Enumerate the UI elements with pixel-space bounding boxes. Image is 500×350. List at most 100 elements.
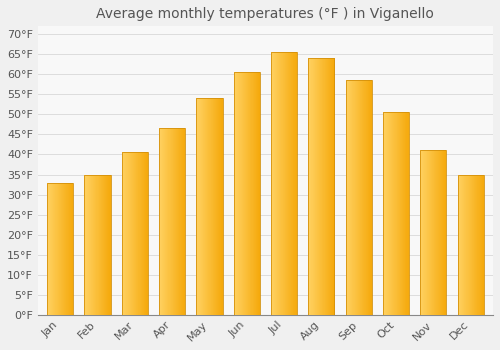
Bar: [358, 80, 359, 315]
Bar: [53, 183, 54, 315]
Bar: [143, 153, 144, 315]
Bar: [475, 175, 476, 315]
Bar: [182, 128, 183, 315]
Bar: [282, 52, 283, 315]
Title: Average monthly temperatures (°F ) in Viganello: Average monthly temperatures (°F ) in Vi…: [96, 7, 434, 21]
Bar: [147, 153, 148, 315]
Bar: [172, 128, 174, 315]
Bar: [211, 98, 212, 315]
Bar: [346, 80, 348, 315]
Bar: [57, 183, 58, 315]
Bar: [48, 183, 49, 315]
Bar: [135, 153, 136, 315]
Bar: [218, 98, 219, 315]
Bar: [389, 112, 390, 315]
Bar: [180, 128, 181, 315]
Bar: [438, 150, 439, 315]
Bar: [308, 58, 309, 315]
Bar: [104, 175, 105, 315]
Bar: [383, 112, 384, 315]
Bar: [398, 112, 399, 315]
Bar: [162, 128, 164, 315]
Bar: [244, 72, 245, 315]
Bar: [324, 58, 325, 315]
Bar: [314, 58, 315, 315]
Bar: [250, 72, 251, 315]
Bar: [166, 128, 167, 315]
Bar: [439, 150, 440, 315]
Bar: [50, 183, 51, 315]
Bar: [97, 175, 98, 315]
Bar: [403, 112, 404, 315]
Bar: [358, 80, 360, 315]
Bar: [209, 98, 210, 315]
Bar: [311, 58, 312, 315]
Bar: [108, 175, 109, 315]
Bar: [274, 52, 276, 315]
Bar: [241, 72, 242, 315]
Bar: [183, 128, 184, 315]
Bar: [283, 52, 284, 315]
Bar: [285, 52, 286, 315]
Bar: [367, 80, 368, 315]
Bar: [84, 175, 85, 315]
Bar: [159, 128, 185, 315]
Bar: [359, 80, 360, 315]
Bar: [349, 80, 350, 315]
Bar: [390, 112, 391, 315]
Bar: [59, 183, 60, 315]
Bar: [251, 72, 252, 315]
Bar: [200, 98, 201, 315]
Bar: [479, 175, 480, 315]
Bar: [203, 98, 204, 315]
Bar: [234, 72, 260, 315]
Bar: [101, 175, 102, 315]
Bar: [472, 175, 473, 315]
Bar: [60, 183, 62, 315]
Bar: [287, 52, 288, 315]
Bar: [469, 175, 470, 315]
Bar: [405, 112, 406, 315]
Bar: [482, 175, 484, 315]
Bar: [296, 52, 297, 315]
Bar: [84, 175, 110, 315]
Bar: [473, 175, 474, 315]
Bar: [275, 52, 276, 315]
Bar: [354, 80, 355, 315]
Bar: [136, 153, 137, 315]
Bar: [434, 150, 435, 315]
Bar: [292, 52, 293, 315]
Bar: [360, 80, 361, 315]
Bar: [140, 153, 141, 315]
Bar: [123, 153, 124, 315]
Bar: [100, 175, 101, 315]
Bar: [346, 80, 347, 315]
Bar: [388, 112, 390, 315]
Bar: [127, 153, 128, 315]
Bar: [393, 112, 394, 315]
Bar: [88, 175, 89, 315]
Bar: [204, 98, 205, 315]
Bar: [330, 58, 331, 315]
Bar: [476, 175, 477, 315]
Bar: [86, 175, 87, 315]
Bar: [72, 183, 74, 315]
Bar: [94, 175, 95, 315]
Bar: [424, 150, 425, 315]
Bar: [399, 112, 400, 315]
Bar: [141, 153, 142, 315]
Bar: [466, 175, 467, 315]
Bar: [179, 128, 180, 315]
Bar: [55, 183, 56, 315]
Bar: [138, 153, 139, 315]
Bar: [146, 153, 147, 315]
Bar: [137, 153, 138, 315]
Bar: [278, 52, 279, 315]
Bar: [235, 72, 236, 315]
Bar: [428, 150, 429, 315]
Bar: [427, 150, 428, 315]
Bar: [443, 150, 444, 315]
Bar: [237, 72, 238, 315]
Bar: [346, 80, 372, 315]
Bar: [366, 80, 367, 315]
